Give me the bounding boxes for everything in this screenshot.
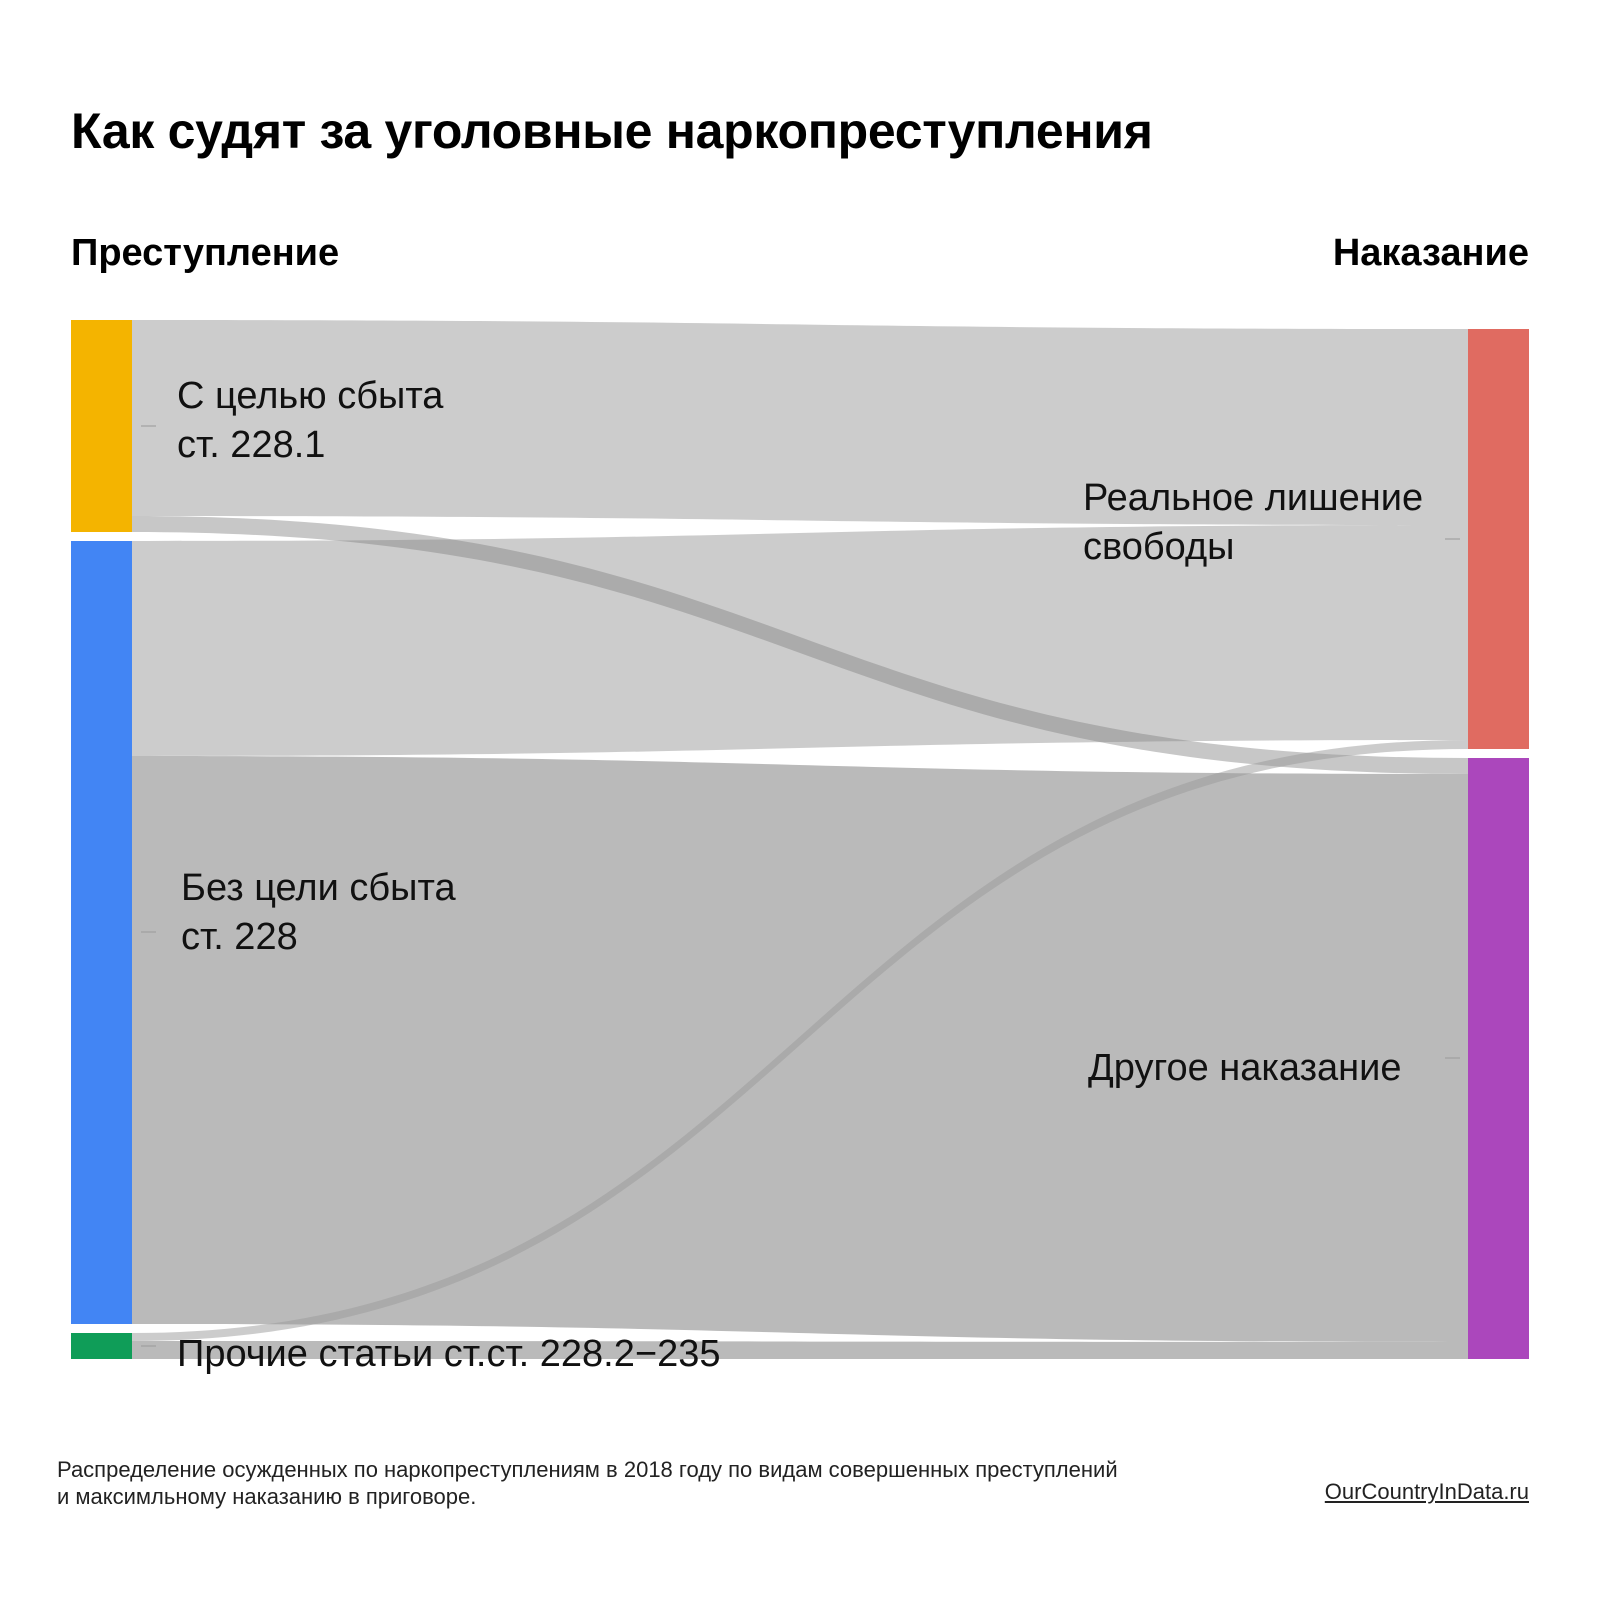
source-link[interactable]: OurCountryInData.ru xyxy=(1324,1479,1529,1504)
node-nosale[interactable] xyxy=(71,541,132,1324)
flow-sale-to-prison[interactable] xyxy=(132,320,1468,525)
chart-title: Как судят за уголовные наркопреступления xyxy=(71,103,1153,159)
right-column-header: Наказание xyxy=(1332,232,1529,274)
node-label-nosale-line2: ст. 228 xyxy=(181,916,298,958)
node-label-other-punishment-line1: Другое наказание xyxy=(1088,1047,1402,1089)
node-label-prison-line1: Реальное лишение xyxy=(1083,477,1424,519)
flow-other-articles-to-other[interactable] xyxy=(132,1341,1468,1359)
flow-nosale-to-prison[interactable] xyxy=(132,525,1468,756)
node-label-sale: С целью сбыта ст. 228.1 xyxy=(177,372,443,470)
node-label-other-articles-line1: Прочие статьи ст.ст. 228.2−235 xyxy=(177,1333,721,1375)
node-label-prison: Реальное лишение свободы xyxy=(1083,474,1423,572)
caption-line2: и максимльному наказанию в приговоре. xyxy=(57,1484,477,1509)
caption-line1: Распределение осужденных по наркопреступ… xyxy=(57,1457,1118,1482)
node-sale[interactable] xyxy=(71,320,132,532)
node-label-nosale: Без цели сбыта ст. 228 xyxy=(181,864,456,962)
flow-other-articles-to-prison[interactable] xyxy=(132,740,1468,1341)
flow-nosale-to-other[interactable] xyxy=(132,756,1468,1342)
caption: Распределение осужденных по наркопреступ… xyxy=(57,1456,1118,1510)
node-other-articles[interactable] xyxy=(71,1333,132,1359)
left-column-header: Преступление xyxy=(71,232,340,274)
node-label-sale-line1: С целью сбыта xyxy=(177,375,444,417)
flow-sale-to-other[interactable] xyxy=(132,516,1468,774)
node-label-prison-line2: свободы xyxy=(1083,526,1235,568)
node-label-other-articles: Прочие статьи ст.ст. 228.2−235 xyxy=(177,1330,720,1379)
node-label-other-punishment: Другое наказание xyxy=(1088,1044,1401,1093)
node-other-punishment[interactable] xyxy=(1468,758,1529,1359)
node-prison[interactable] xyxy=(1468,329,1529,749)
node-label-sale-line2: ст. 228.1 xyxy=(177,424,326,466)
node-label-nosale-line1: Без цели сбыта xyxy=(181,867,456,909)
